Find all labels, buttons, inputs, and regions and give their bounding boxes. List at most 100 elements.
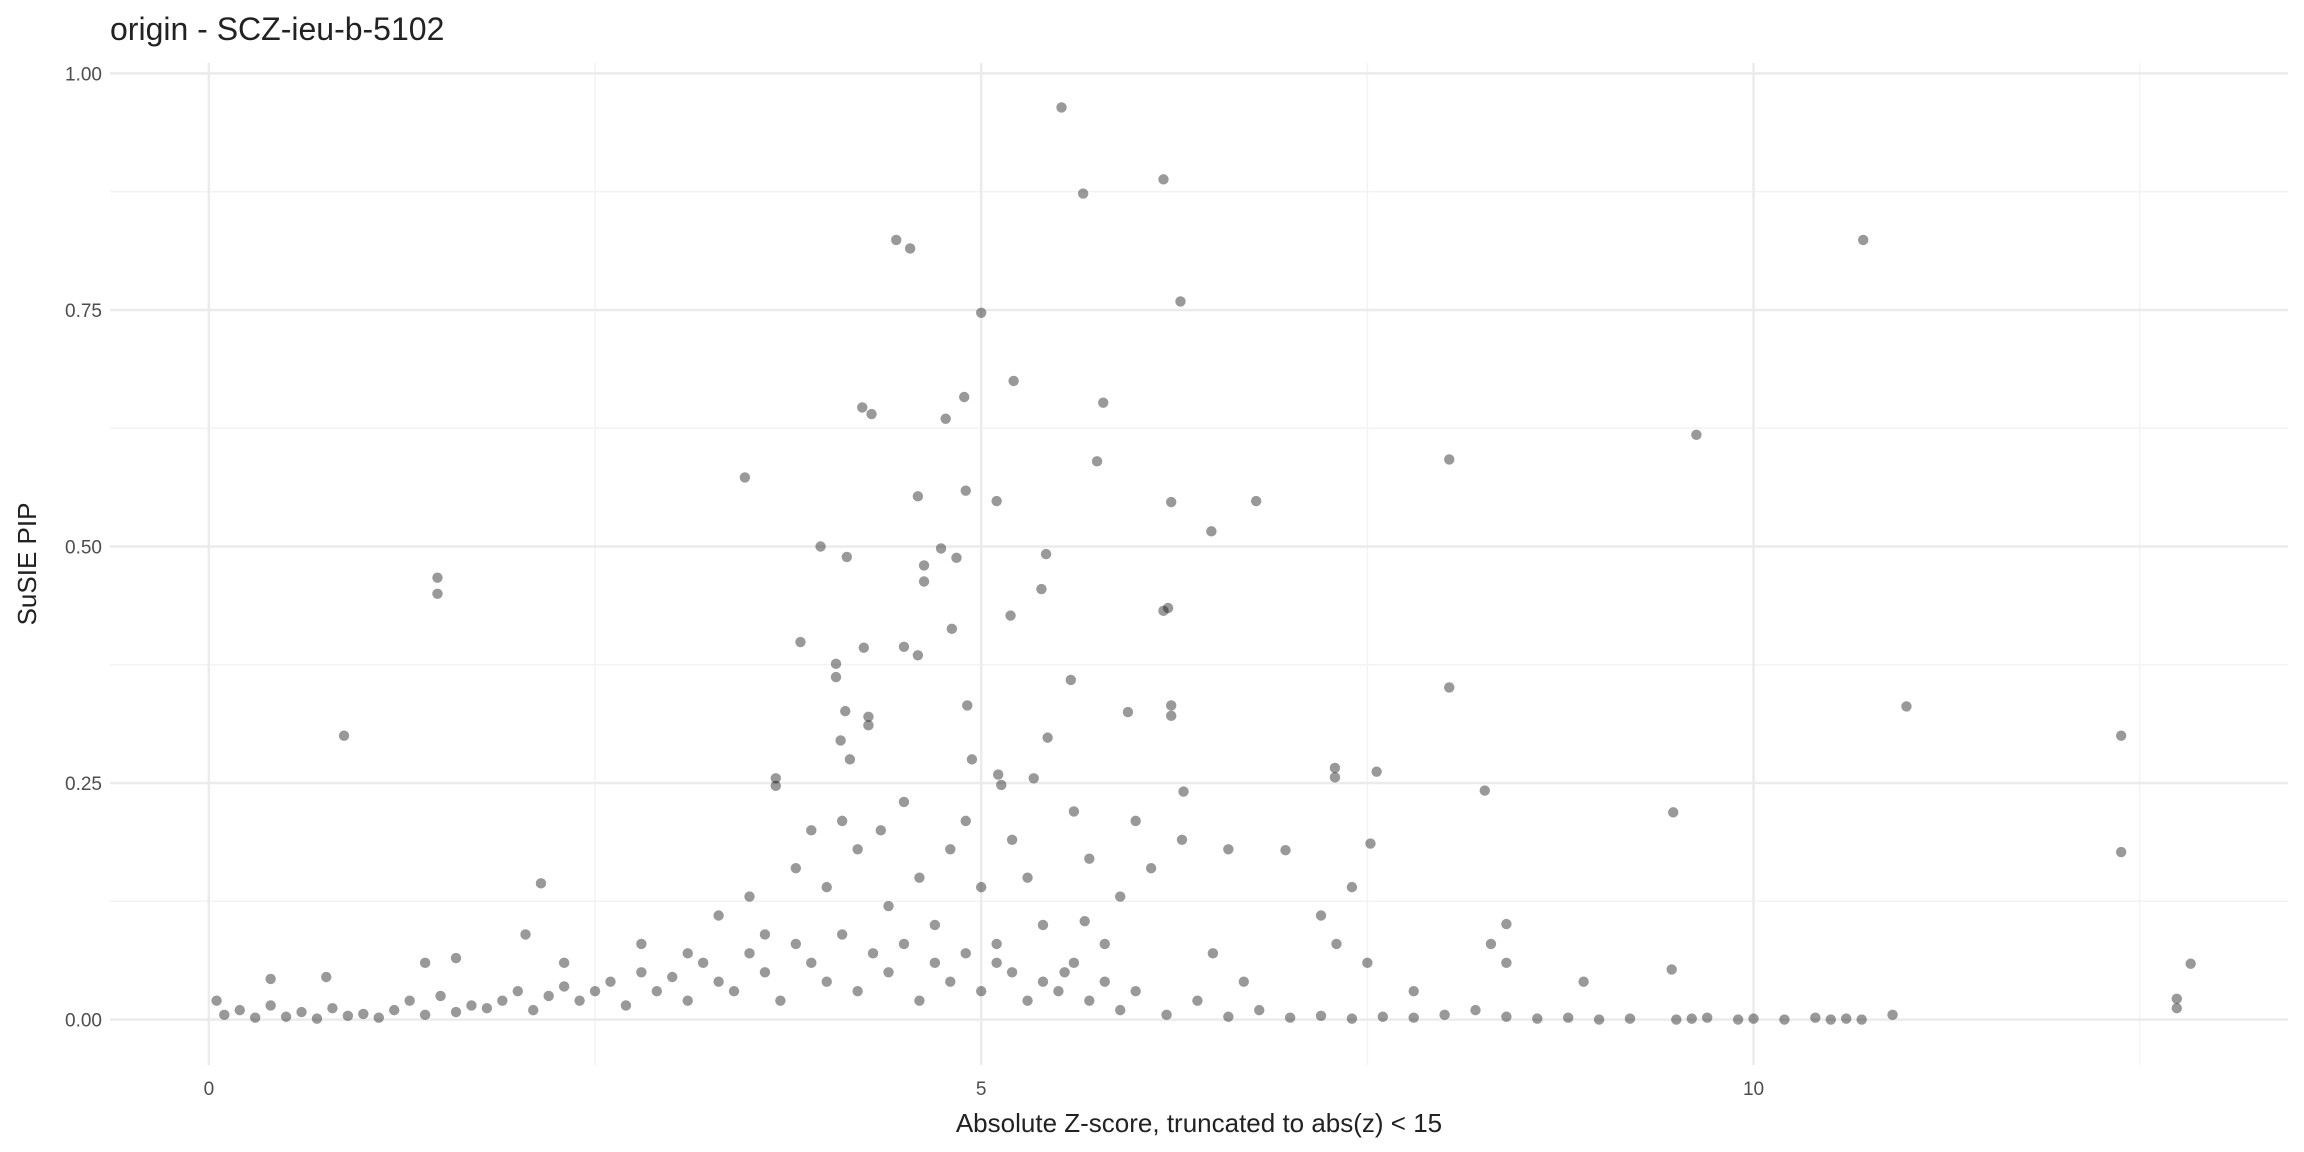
- point: [1329, 772, 1341, 783]
- point: [636, 938, 647, 950]
- point: [311, 1013, 323, 1024]
- point: [558, 957, 570, 969]
- point: [1887, 1009, 1898, 1021]
- point: [1022, 872, 1033, 883]
- point: [1006, 967, 1018, 978]
- point: [466, 1000, 477, 1011]
- point: [1192, 995, 1203, 1006]
- point: [1748, 1013, 1759, 1024]
- y-tick-label: 0.00: [65, 1011, 102, 1032]
- point: [419, 957, 431, 969]
- point: [898, 938, 910, 950]
- point: [1624, 1013, 1636, 1024]
- point: [962, 700, 973, 711]
- point: [891, 234, 902, 246]
- point: [1346, 881, 1358, 893]
- point: [358, 1008, 369, 1020]
- point: [1006, 834, 1018, 846]
- point: [835, 735, 846, 746]
- point: [1099, 938, 1110, 950]
- point: [1315, 910, 1327, 921]
- point: [815, 541, 826, 552]
- point: [918, 576, 930, 587]
- point: [951, 552, 962, 564]
- point: [512, 985, 523, 997]
- point: [1532, 1013, 1543, 1024]
- point: [636, 967, 647, 978]
- point: [775, 995, 786, 1006]
- point: [2171, 993, 2182, 1004]
- point: [651, 985, 663, 997]
- point: [321, 971, 332, 983]
- point: [830, 658, 842, 670]
- point: [991, 938, 1002, 950]
- point: [435, 990, 446, 1002]
- point: [1408, 1012, 1419, 1023]
- point: [991, 495, 1002, 507]
- point: [2185, 958, 2196, 969]
- point: [1223, 844, 1234, 855]
- point: [1040, 548, 1052, 560]
- point: [450, 952, 462, 964]
- point: [1856, 1014, 1867, 1025]
- point: [1501, 1011, 1512, 1022]
- point: [728, 985, 740, 997]
- point: [1858, 234, 1869, 246]
- point: [1165, 710, 1177, 722]
- point: [481, 1003, 493, 1014]
- point: [883, 900, 894, 912]
- point: [389, 1004, 400, 1016]
- point: [1022, 995, 1033, 1006]
- point: [338, 730, 350, 741]
- point: [960, 948, 971, 959]
- point: [1439, 1009, 1450, 1021]
- point: [960, 815, 971, 827]
- point: [1377, 1011, 1389, 1022]
- point: [1037, 976, 1049, 987]
- point: [1284, 1012, 1296, 1023]
- point: [543, 990, 554, 1002]
- point: [821, 976, 832, 987]
- point: [852, 844, 863, 855]
- point: [697, 957, 709, 969]
- point: [898, 641, 910, 652]
- point: [558, 981, 570, 992]
- point: [1176, 834, 1188, 846]
- point: [844, 754, 856, 765]
- point: [1671, 1014, 1682, 1025]
- point: [918, 560, 930, 571]
- point: [1250, 495, 1262, 507]
- point: [1145, 862, 1157, 874]
- point: [912, 650, 924, 661]
- point: [1238, 976, 1249, 987]
- point: [1408, 985, 1419, 997]
- point: [211, 995, 222, 1006]
- point: [739, 472, 751, 483]
- point: [1691, 429, 1702, 441]
- point: [1175, 296, 1186, 307]
- point: [1158, 605, 1169, 617]
- point: [904, 243, 916, 254]
- point: [912, 491, 924, 502]
- point: [234, 1004, 245, 1016]
- point: [759, 967, 771, 978]
- point: [929, 919, 941, 931]
- point: [1329, 762, 1341, 774]
- point: [806, 957, 817, 969]
- point: [450, 1006, 462, 1018]
- point: [1099, 976, 1110, 987]
- point: [1501, 957, 1512, 969]
- point: [1666, 964, 1677, 975]
- point: [883, 967, 894, 978]
- point: [1098, 397, 1109, 408]
- point: [589, 985, 601, 997]
- point: [992, 769, 1004, 780]
- point: [667, 971, 678, 983]
- point: [1841, 1013, 1852, 1024]
- point: [744, 891, 755, 902]
- point: [265, 973, 276, 985]
- point: [976, 881, 987, 893]
- point: [296, 1006, 307, 1018]
- point: [1079, 915, 1090, 927]
